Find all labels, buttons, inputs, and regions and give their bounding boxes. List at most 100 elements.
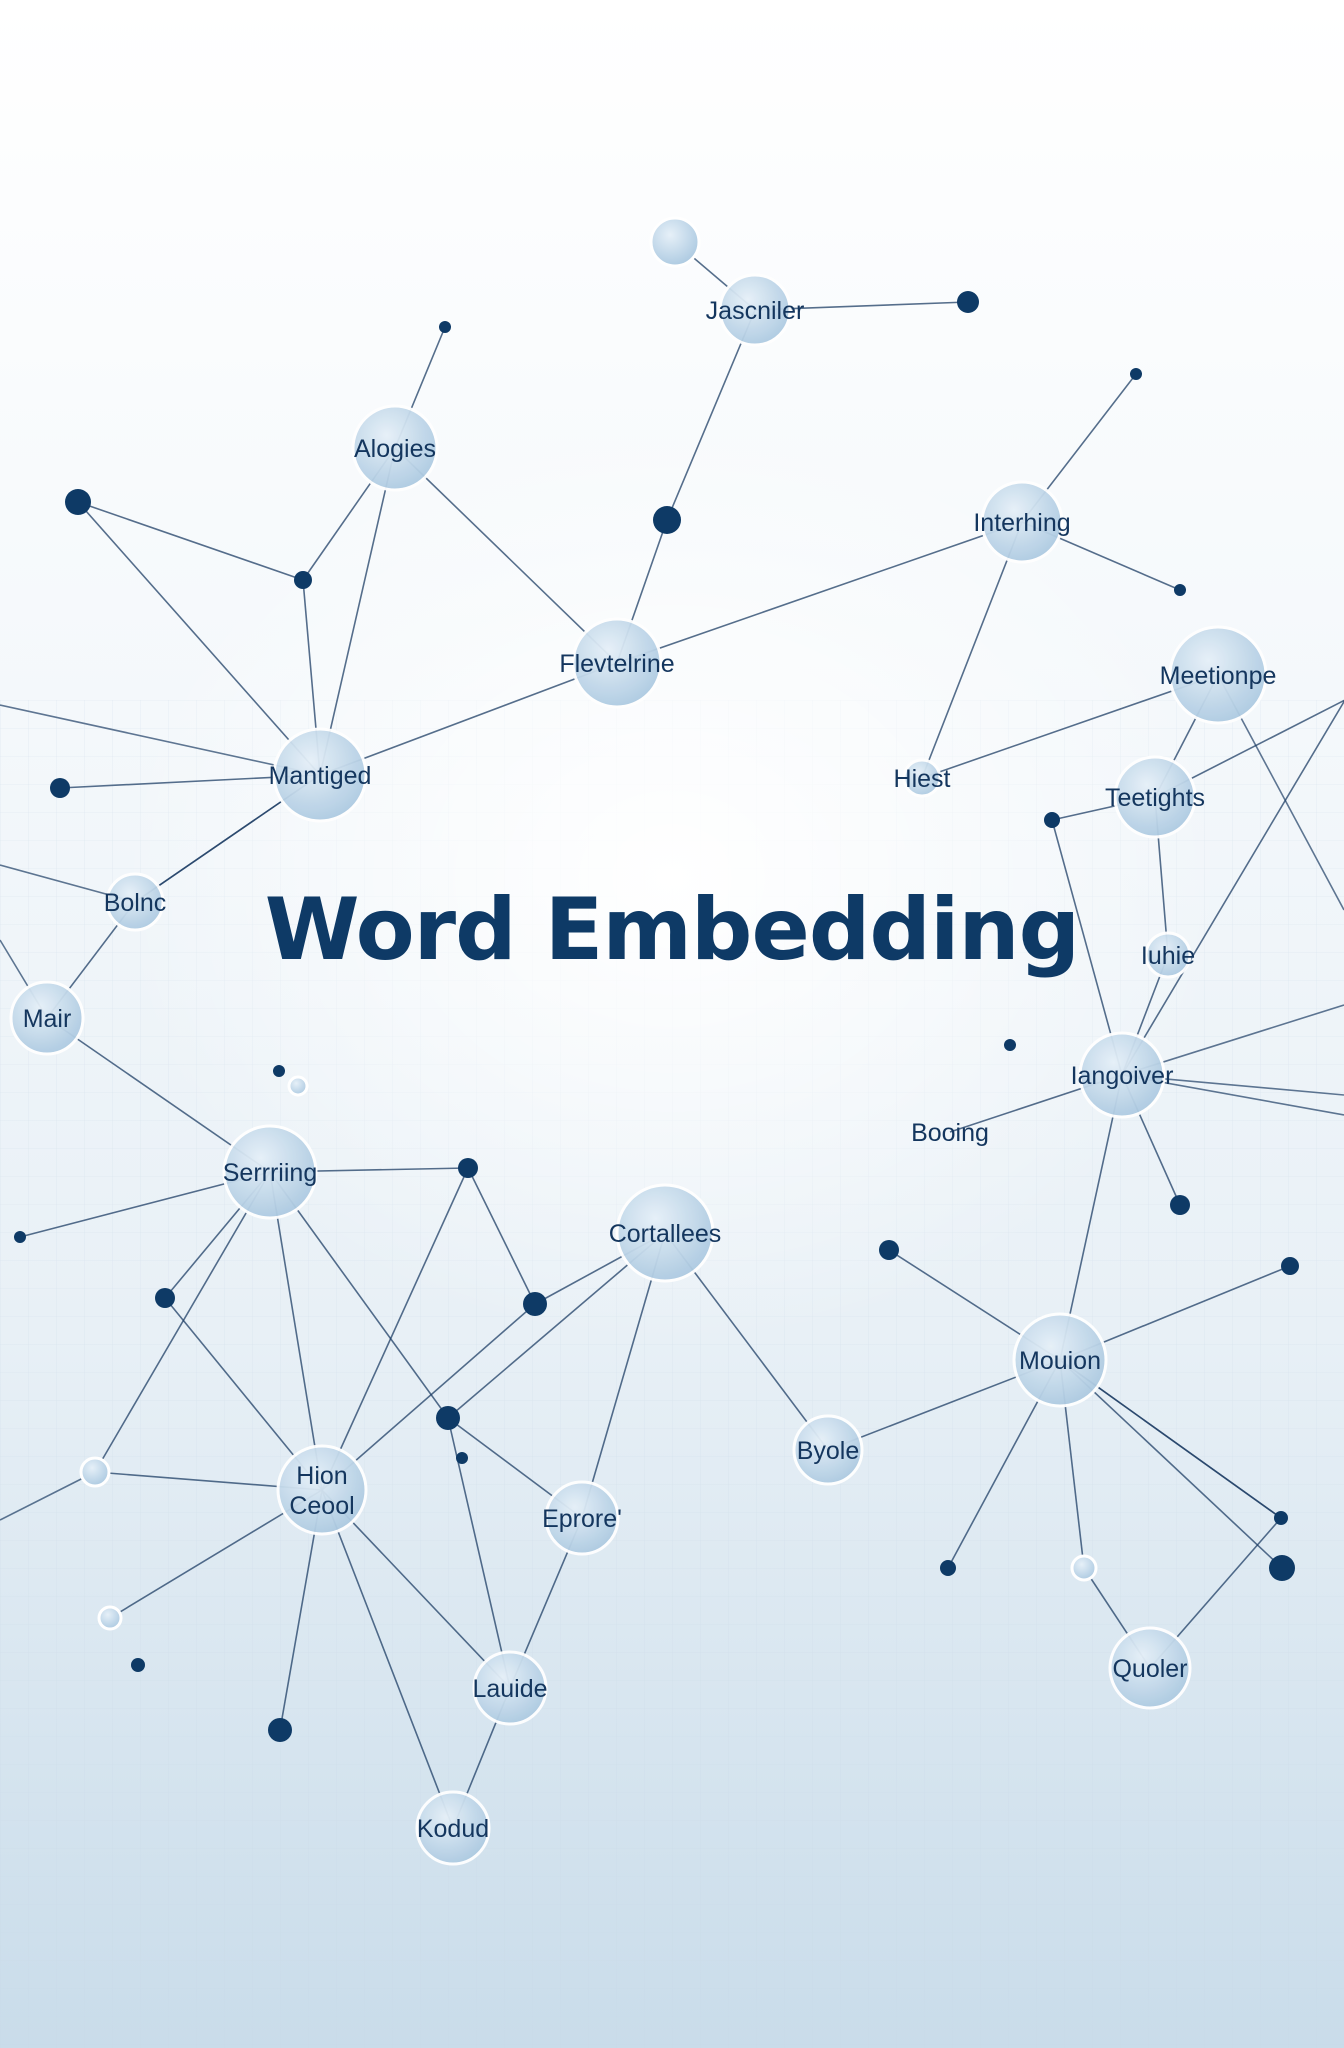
node-dot bbox=[653, 506, 681, 534]
word-node-label: Cortallees bbox=[609, 1220, 722, 1248]
word-node-label: Byole bbox=[797, 1437, 860, 1465]
node-dot bbox=[287, 1075, 309, 1097]
node-dot bbox=[1130, 368, 1142, 380]
edge bbox=[447, 1417, 511, 1689]
word-node-label: Hion Ceool bbox=[289, 1462, 354, 1520]
word-node-mair: Mair bbox=[9, 980, 85, 1056]
node-dot bbox=[1281, 1257, 1299, 1275]
word-node-alog: Alogies bbox=[351, 404, 439, 492]
edge bbox=[666, 309, 756, 521]
word-node-circle bbox=[1144, 931, 1192, 979]
word-node-label: Booing bbox=[911, 1119, 989, 1147]
node-dot bbox=[957, 291, 979, 313]
edge bbox=[0, 704, 321, 776]
edge bbox=[321, 1167, 469, 1491]
word-node-circle bbox=[105, 872, 165, 932]
word-node-label: Serrriing bbox=[223, 1159, 317, 1187]
word-node-circle bbox=[9, 980, 85, 1056]
word-node-circle bbox=[544, 1480, 620, 1556]
edge bbox=[269, 1171, 449, 1419]
node-dot bbox=[439, 321, 451, 333]
word-node-circle bbox=[351, 404, 439, 492]
word-node-label: Alogies bbox=[354, 435, 436, 463]
word-node-label: Meetionpe bbox=[1160, 662, 1277, 690]
node-dot bbox=[523, 1292, 547, 1316]
word-node-eprore: Eprore' bbox=[542, 1480, 622, 1556]
word-node-label: Eprore' bbox=[542, 1505, 622, 1533]
node-dot bbox=[1070, 1554, 1098, 1582]
word-node-label: Mantiged bbox=[269, 762, 372, 790]
word-node-circle bbox=[615, 1183, 715, 1283]
word-node-lang: Iangoiver bbox=[1071, 1031, 1174, 1119]
center-glow bbox=[52, 410, 1292, 1450]
word-node-label: Hiest bbox=[894, 765, 951, 793]
word-node-motion: Mouion bbox=[1012, 1312, 1108, 1408]
word-node-label: Jascniler bbox=[706, 297, 805, 325]
node-dot bbox=[649, 216, 701, 268]
node-dot bbox=[940, 1560, 956, 1576]
node-dot bbox=[456, 1452, 468, 1464]
node-dot bbox=[131, 1658, 145, 1672]
node-dot bbox=[273, 1065, 285, 1077]
word-node-circle bbox=[415, 1790, 491, 1866]
edge bbox=[616, 521, 1023, 664]
edge bbox=[321, 1489, 454, 1829]
word-node-label: Teetights bbox=[1105, 784, 1205, 812]
edge bbox=[467, 1167, 536, 1305]
word-node-teet: Teetights bbox=[1105, 755, 1205, 839]
word-node-label: Mair bbox=[23, 1005, 72, 1033]
word-node-jasc: Jascniler bbox=[706, 273, 805, 347]
word-node-circle bbox=[1012, 1312, 1108, 1408]
word-node-circle bbox=[980, 480, 1064, 564]
word-node-inter: Interhing bbox=[973, 480, 1071, 564]
word-node-label: Iangoiver bbox=[1071, 1062, 1174, 1090]
node-dot bbox=[1170, 1195, 1190, 1215]
word-node-circle bbox=[1113, 755, 1197, 839]
node-dot bbox=[1044, 812, 1060, 828]
word-node-quoler: Quoler bbox=[1108, 1626, 1192, 1710]
node-dot bbox=[14, 1231, 26, 1243]
word-node-label: Iuhie bbox=[1141, 942, 1195, 970]
edge bbox=[321, 1303, 536, 1491]
word-node-label: Lauide bbox=[472, 1675, 547, 1703]
word-node-iuhie: Iuhie bbox=[1141, 931, 1195, 979]
word-node-mant: Mantiged bbox=[269, 727, 372, 823]
word-node-label: Flevtelrine bbox=[559, 650, 674, 678]
edge bbox=[77, 501, 304, 581]
word-node-label: Kodud bbox=[417, 1815, 489, 1843]
word-node-booing: Booing bbox=[911, 1119, 989, 1147]
node-dot bbox=[458, 1158, 478, 1178]
word-node-circle bbox=[1078, 1031, 1166, 1119]
word-node-label: Mouion bbox=[1019, 1347, 1101, 1375]
node-dot bbox=[294, 571, 312, 589]
edge bbox=[319, 447, 396, 776]
edge bbox=[269, 1171, 323, 1491]
word-node-circle bbox=[902, 758, 942, 798]
node-dot bbox=[268, 1718, 292, 1742]
edge bbox=[1059, 1359, 1283, 1569]
word-node-cort: Cortallees bbox=[609, 1183, 722, 1283]
node-dot bbox=[436, 1406, 460, 1430]
word-node-serr: Serrriing bbox=[222, 1124, 318, 1220]
word-node-fev: Flevtelrine bbox=[559, 617, 675, 709]
word-node-circle bbox=[1168, 625, 1268, 725]
edge bbox=[1051, 819, 1123, 1076]
node-dot bbox=[1004, 1039, 1016, 1051]
node-dot bbox=[1174, 584, 1186, 596]
diagram-title: Word Embedding bbox=[264, 880, 1080, 980]
edge bbox=[321, 1489, 511, 1689]
edge bbox=[319, 662, 618, 776]
edge bbox=[77, 501, 321, 776]
node-dot bbox=[1269, 1555, 1295, 1581]
node-dot bbox=[1274, 1511, 1288, 1525]
word-node-bolnc: Bolnc bbox=[104, 872, 167, 932]
word-node-label: Bolnc bbox=[104, 889, 167, 917]
node-dot bbox=[97, 1605, 123, 1631]
edge bbox=[94, 1171, 271, 1473]
edge bbox=[0, 1471, 96, 1521]
edge bbox=[1059, 1074, 1123, 1361]
word-node-hion: Hion Ceool bbox=[276, 1444, 368, 1536]
edge bbox=[921, 521, 1023, 779]
word-node-byole: Byole bbox=[792, 1414, 864, 1486]
